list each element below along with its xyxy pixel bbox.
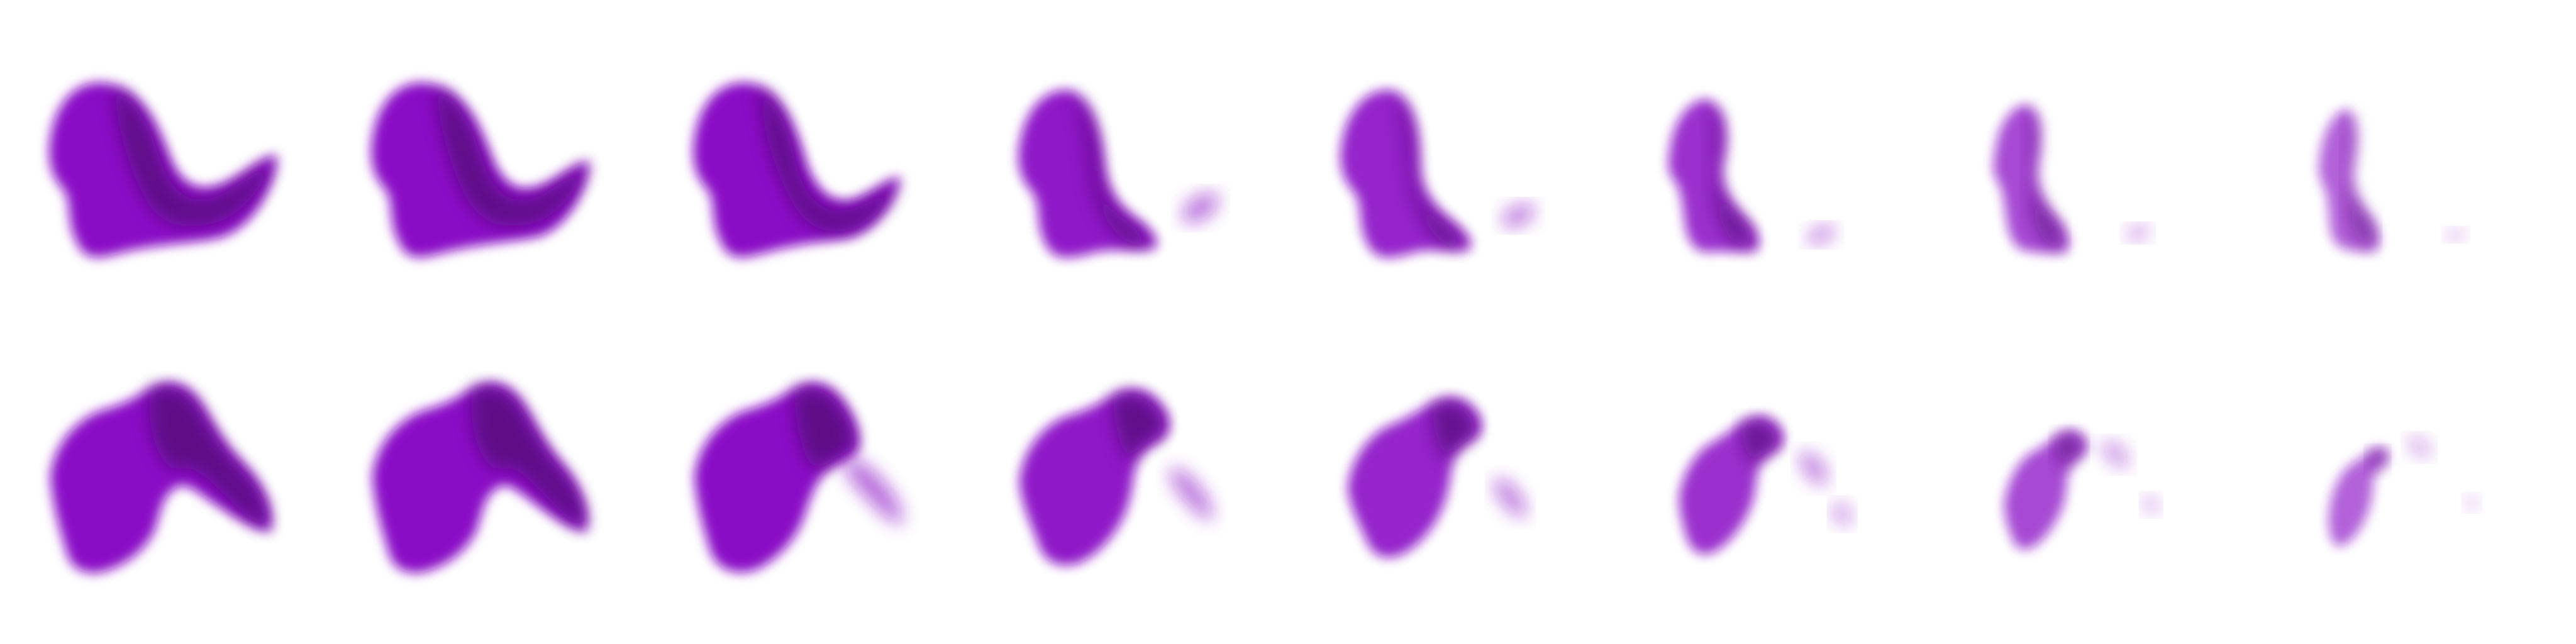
sprite-sheet [0,0,2576,644]
sheet-background [0,0,2576,644]
